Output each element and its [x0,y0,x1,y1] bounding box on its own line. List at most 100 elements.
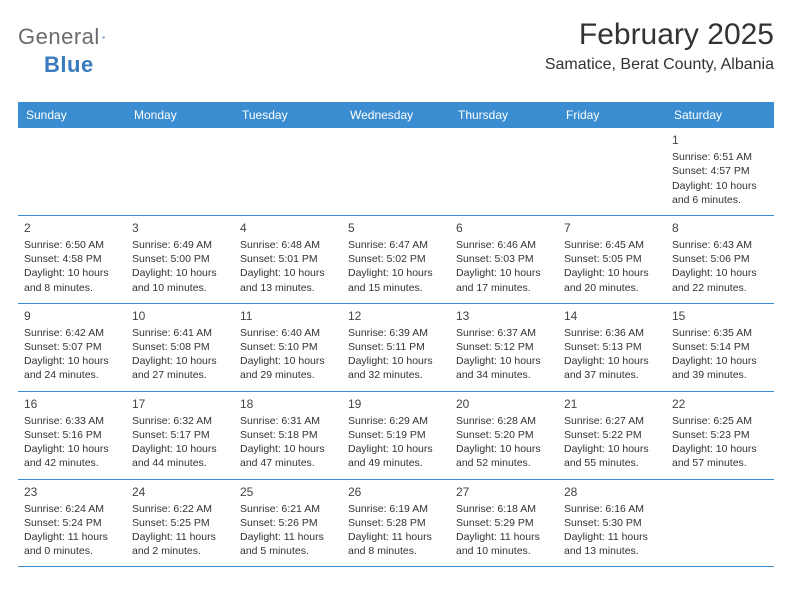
day-number: 25 [240,484,336,500]
day-number: 23 [24,484,120,500]
calendar-week-row: 1Sunrise: 6:51 AMSunset: 4:57 PMDaylight… [18,128,774,216]
daylight-text: Daylight: 10 hours and 37 minutes. [564,354,660,382]
daylight-text: Daylight: 10 hours and 44 minutes. [132,442,228,470]
sunset-text: Sunset: 5:13 PM [564,340,660,354]
sunset-text: Sunset: 5:06 PM [672,252,768,266]
daylight-text: Daylight: 10 hours and 17 minutes. [456,266,552,294]
day-number: 4 [240,220,336,236]
sunrise-text: Sunrise: 6:31 AM [240,414,336,428]
calendar-day-cell: 19 Sunrise: 6:29 AMSunset: 5:19 PMDayligh… [342,392,450,479]
location-subtitle: Samatice, Berat County, Albania [545,56,774,74]
sunrise-text: Sunrise: 6:49 AM [132,238,228,252]
calendar-day-cell: 9Sunrise: 6:42 AMSunset: 5:07 PMDaylight… [18,304,126,391]
day-number: 20 [456,396,552,412]
sunrise-text: Sunrise: 6:41 AM [132,326,228,340]
calendar-day-cell: 12Sunrise: 6:39 AMSunset: 5:11 PMDayligh… [342,304,450,391]
sunrise-text: Sunrise: 6:28 AM [456,414,552,428]
sunrise-text: Sunrise: 6:36 AM [564,326,660,340]
calendar-empty-cell [558,128,666,215]
sunset-text: Sunset: 5:25 PM [132,516,228,530]
day-number: 24 [132,484,228,500]
sunrise-text: Sunrise: 6:46 AM [456,238,552,252]
calendar-day-cell: 18Sunrise: 6:31 AMSunset: 5:18 PMDayligh… [234,392,342,479]
calendar-day-cell: 20Sunrise: 6:28 AMSunset: 5:20 PMDayligh… [450,392,558,479]
day-number: 7 [564,220,660,236]
calendar-day-cell: 14Sunrise: 6:36 AMSunset: 5:13 PMDayligh… [558,304,666,391]
sunrise-text: Sunrise: 6:47 AM [348,238,444,252]
calendar-body: 1Sunrise: 6:51 AMSunset: 4:57 PMDaylight… [18,128,774,567]
month-title: February 2025 [545,18,774,52]
sunset-text: Sunset: 5:16 PM [24,428,120,442]
daylight-text: Daylight: 10 hours and 57 minutes. [672,442,768,470]
daylight-text: Daylight: 10 hours and 6 minutes. [672,179,768,207]
sunset-text: Sunset: 5:19 PM [348,428,444,442]
daylight-text: Daylight: 10 hours and 8 minutes. [24,266,120,294]
calendar-day-cell: 1Sunrise: 6:51 AMSunset: 4:57 PMDaylight… [666,128,774,215]
sunset-text: Sunset: 5:05 PM [564,252,660,266]
daylight-text: Daylight: 10 hours and 49 minutes. [348,442,444,470]
calendar-empty-cell [18,128,126,215]
day-number: 19 [348,396,444,412]
sunrise-text: Sunrise: 6:21 AM [240,502,336,516]
sunrise-text: Sunrise: 6:29 AM [348,414,444,428]
sunrise-text: Sunrise: 6:43 AM [672,238,768,252]
sunrise-text: Sunrise: 6:45 AM [564,238,660,252]
weekday-header: Saturday [666,102,774,128]
day-number: 13 [456,308,552,324]
page-header: General February 2025 Samatice, Berat Co… [18,18,774,74]
sunset-text: Sunset: 5:23 PM [672,428,768,442]
day-number: 2 [24,220,120,236]
day-number: 28 [564,484,660,500]
day-number: 21 [564,396,660,412]
sunset-text: Sunset: 5:08 PM [132,340,228,354]
day-number: 12 [348,308,444,324]
day-number: 3 [132,220,228,236]
calendar-day-cell: 27Sunrise: 6:18 AMSunset: 5:29 PMDayligh… [450,480,558,567]
calendar-day-cell: 21Sunrise: 6:27 AMSunset: 5:22 PMDayligh… [558,392,666,479]
sunrise-text: Sunrise: 6:33 AM [24,414,120,428]
calendar-day-cell: 13Sunrise: 6:37 AMSunset: 5:12 PMDayligh… [450,304,558,391]
weekday-header: Thursday [450,102,558,128]
daylight-text: Daylight: 10 hours and 24 minutes. [24,354,120,382]
sunrise-text: Sunrise: 6:48 AM [240,238,336,252]
day-number: 5 [348,220,444,236]
day-number: 15 [672,308,768,324]
weekday-header: Friday [558,102,666,128]
weekday-header-row: Sunday Monday Tuesday Wednesday Thursday… [18,102,774,128]
sunset-text: Sunset: 4:58 PM [24,252,120,266]
day-number: 22 [672,396,768,412]
brand-logo: General [18,24,124,50]
daylight-text: Daylight: 11 hours and 13 minutes. [564,530,660,558]
calendar-week-row: 9Sunrise: 6:42 AMSunset: 5:07 PMDaylight… [18,304,774,392]
sunset-text: Sunset: 5:24 PM [24,516,120,530]
calendar-day-cell: 17Sunrise: 6:32 AMSunset: 5:17 PMDayligh… [126,392,234,479]
calendar-day-cell: 26Sunrise: 6:19 AMSunset: 5:28 PMDayligh… [342,480,450,567]
calendar-empty-cell [666,480,774,567]
weekday-header: Tuesday [234,102,342,128]
sunrise-text: Sunrise: 6:40 AM [240,326,336,340]
sunset-text: Sunset: 5:26 PM [240,516,336,530]
calendar-day-cell: 2 Sunrise: 6:50 AMSunset: 4:58 PMDaylight… [18,216,126,303]
calendar-day-cell: 25Sunrise: 6:21 AMSunset: 5:26 PMDayligh… [234,480,342,567]
calendar-day-cell: 3Sunrise: 6:49 AMSunset: 5:00 PMDaylight… [126,216,234,303]
calendar-empty-cell [126,128,234,215]
sunrise-text: Sunrise: 6:35 AM [672,326,768,340]
daylight-text: Daylight: 10 hours and 42 minutes. [24,442,120,470]
sunset-text: Sunset: 5:14 PM [672,340,768,354]
day-number: 6 [456,220,552,236]
sunset-text: Sunset: 5:02 PM [348,252,444,266]
daylight-text: Daylight: 10 hours and 29 minutes. [240,354,336,382]
day-number: 27 [456,484,552,500]
daylight-text: Daylight: 11 hours and 8 minutes. [348,530,444,558]
sunset-text: Sunset: 5:12 PM [456,340,552,354]
sunset-text: Sunset: 5:30 PM [564,516,660,530]
calendar-day-cell: 24Sunrise: 6:22 AMSunset: 5:25 PMDayligh… [126,480,234,567]
daylight-text: Daylight: 10 hours and 13 minutes. [240,266,336,294]
day-number: 10 [132,308,228,324]
daylight-text: Daylight: 10 hours and 39 minutes. [672,354,768,382]
calendar-day-cell: 23Sunrise: 6:24 AMSunset: 5:24 PMDayligh… [18,480,126,567]
sunset-text: Sunset: 5:11 PM [348,340,444,354]
day-number: 18 [240,396,336,412]
sunrise-text: Sunrise: 6:50 AM [24,238,120,252]
sunset-text: Sunset: 5:01 PM [240,252,336,266]
